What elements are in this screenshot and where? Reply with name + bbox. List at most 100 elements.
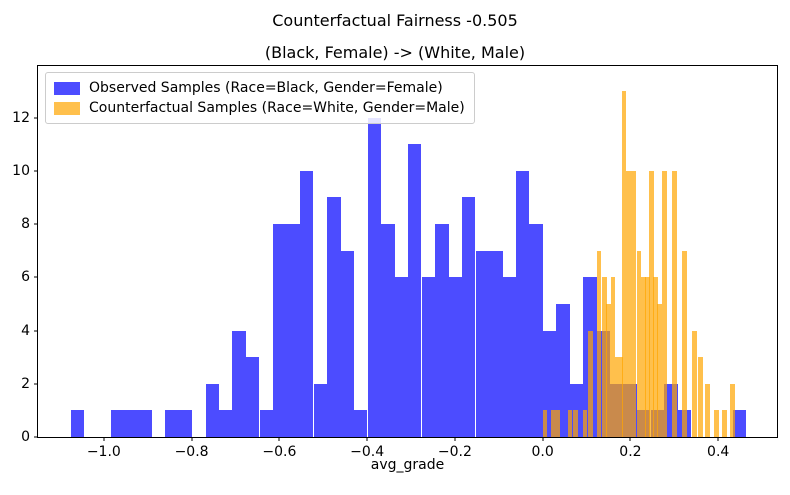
- histogram-bar-observed: [353, 410, 368, 437]
- histogram-bar-counterfactual: [567, 410, 573, 437]
- histogram-bar-observed: [273, 224, 287, 437]
- histogram-bar-observed: [461, 197, 476, 437]
- histogram-bar-observed: [178, 410, 193, 437]
- y-tick-mark: [34, 383, 38, 385]
- legend-swatch-observed: [54, 81, 80, 95]
- histogram-bar-counterfactual: [662, 170, 668, 437]
- x-tick-label: −0.8: [174, 444, 209, 460]
- histogram-bar-counterfactual: [714, 410, 719, 437]
- histogram-bar-observed: [246, 357, 260, 437]
- histogram-bar-observed: [435, 224, 449, 437]
- histogram-bar-counterfactual: [692, 330, 697, 437]
- y-tick-mark: [34, 436, 38, 438]
- histogram-bar-observed: [407, 144, 422, 437]
- y-tick-label: 8: [21, 216, 30, 233]
- legend: Observed Samples (Race=Black, Gender=Fem…: [45, 72, 475, 124]
- plot-area: Observed Samples (Race=Black, Gender=Fem…: [12, 65, 778, 460]
- histogram-bar-observed: [313, 383, 328, 437]
- x-tick-mark: [278, 437, 280, 441]
- x-tick-label: 0.2: [619, 444, 642, 460]
- x-tick-mark: [542, 437, 544, 441]
- x-tick-mark: [717, 437, 719, 441]
- legend-label-observed: Observed Samples (Race=Black, Gender=Fem…: [89, 80, 443, 96]
- histogram-bar-observed: [515, 170, 530, 437]
- x-axis-label: avg_grade: [370, 457, 445, 473]
- histogram-bar-observed: [394, 277, 408, 437]
- histogram-bar-observed: [259, 410, 274, 437]
- y-tick-label: 12: [12, 109, 30, 126]
- histogram-bar-counterfactual: [630, 170, 636, 437]
- y-tick-label: 4: [21, 322, 30, 339]
- histogram-bar-counterfactual: [618, 357, 624, 437]
- y-tick-label: 10: [12, 162, 30, 179]
- histogram-bar-observed: [529, 224, 543, 437]
- histogram-bar-counterfactual: [588, 330, 593, 437]
- x-tick-label: −1.0: [86, 444, 121, 460]
- histogram-bar-counterfactual: [596, 250, 602, 437]
- histogram-bar-observed: [70, 410, 85, 437]
- histogram-bar-observed: [165, 410, 179, 437]
- histogram-bar-observed: [124, 410, 139, 437]
- histogram-bar-observed: [219, 410, 233, 437]
- y-tick-mark: [34, 223, 38, 225]
- histogram-bar-observed: [327, 197, 341, 437]
- legend-entry-observed: Observed Samples (Race=Black, Gender=Fem…: [54, 78, 465, 98]
- legend-label-counterfactual: Counterfactual Samples (Race=White, Gend…: [89, 100, 465, 116]
- histogram-bar-observed: [205, 383, 220, 437]
- histogram-bar-observed: [421, 277, 435, 437]
- histogram-bar-counterfactual: [645, 277, 651, 437]
- figure-title: Counterfactual Fairness -0.505: [272, 11, 518, 30]
- histogram-bar-counterfactual: [636, 250, 642, 437]
- histogram-bar-observed: [475, 250, 489, 437]
- legend-swatch-counterfactual: [54, 101, 80, 115]
- y-tick-mark: [34, 117, 38, 119]
- histogram-bar-counterfactual: [653, 277, 658, 437]
- x-tick-mark: [191, 437, 193, 441]
- x-tick-mark: [454, 437, 456, 441]
- histogram-bar-counterfactual: [602, 277, 608, 437]
- y-tick-label: 6: [21, 269, 30, 286]
- y-tick-mark: [34, 330, 38, 332]
- histogram-bar-observed: [340, 250, 354, 437]
- x-tick-mark: [366, 437, 368, 441]
- histogram-bar-counterfactual: [649, 170, 654, 437]
- y-tick-label: 0: [21, 429, 30, 445]
- x-tick-mark: [629, 437, 631, 441]
- histogram-bar-observed: [111, 410, 125, 437]
- histogram-bar-counterfactual: [555, 410, 561, 437]
- x-tick-label: −0.4: [350, 444, 385, 460]
- histogram-bar-observed: [367, 117, 382, 437]
- histogram-bar-counterfactual: [682, 250, 687, 437]
- histogram-bar-counterfactual: [610, 277, 616, 437]
- x-tick-label: 0.0: [531, 444, 554, 460]
- histogram-bar-counterfactual: [550, 410, 556, 437]
- histogram-bar-observed: [489, 250, 503, 437]
- histogram-bar-observed: [299, 170, 314, 437]
- histogram-bar-counterfactual: [626, 170, 632, 437]
- x-tick-label: 0.4: [707, 444, 730, 460]
- y-tick-mark: [34, 170, 38, 172]
- histogram-bar-counterfactual: [657, 303, 662, 437]
- histogram-bar-counterfactual: [621, 91, 627, 437]
- histogram-bar-observed: [543, 330, 557, 437]
- histogram-bar-counterfactual: [573, 410, 579, 437]
- histogram-bar-observed: [732, 410, 747, 437]
- y-tick-label: 2: [21, 375, 30, 392]
- histogram-bar-counterfactual: [582, 410, 588, 437]
- legend-entry-counterfactual: Counterfactual Samples (Race=White, Gend…: [54, 98, 465, 118]
- histogram-bar-observed: [286, 224, 300, 437]
- histogram-bar-counterfactual: [722, 410, 727, 437]
- histogram-bar-counterfactual: [614, 357, 620, 437]
- histogram-bar-observed: [138, 410, 152, 437]
- histogram-bar-observed: [448, 277, 462, 437]
- y-tick-mark: [34, 276, 38, 278]
- x-tick-label: −0.2: [437, 444, 472, 460]
- histogram-bar-observed: [381, 224, 395, 437]
- histogram-bar-counterfactual: [606, 303, 611, 437]
- histogram-bar-counterfactual: [705, 383, 710, 437]
- axes-title: (Black, Female) -> (White, Male): [264, 43, 526, 62]
- histogram-bar-observed: [502, 277, 516, 437]
- histogram-bar-observed: [232, 330, 246, 437]
- histogram-bar-counterfactual: [730, 383, 735, 437]
